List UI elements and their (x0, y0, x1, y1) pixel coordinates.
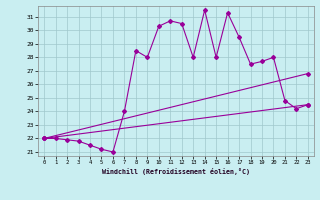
X-axis label: Windchill (Refroidissement éolien,°C): Windchill (Refroidissement éolien,°C) (102, 168, 250, 175)
